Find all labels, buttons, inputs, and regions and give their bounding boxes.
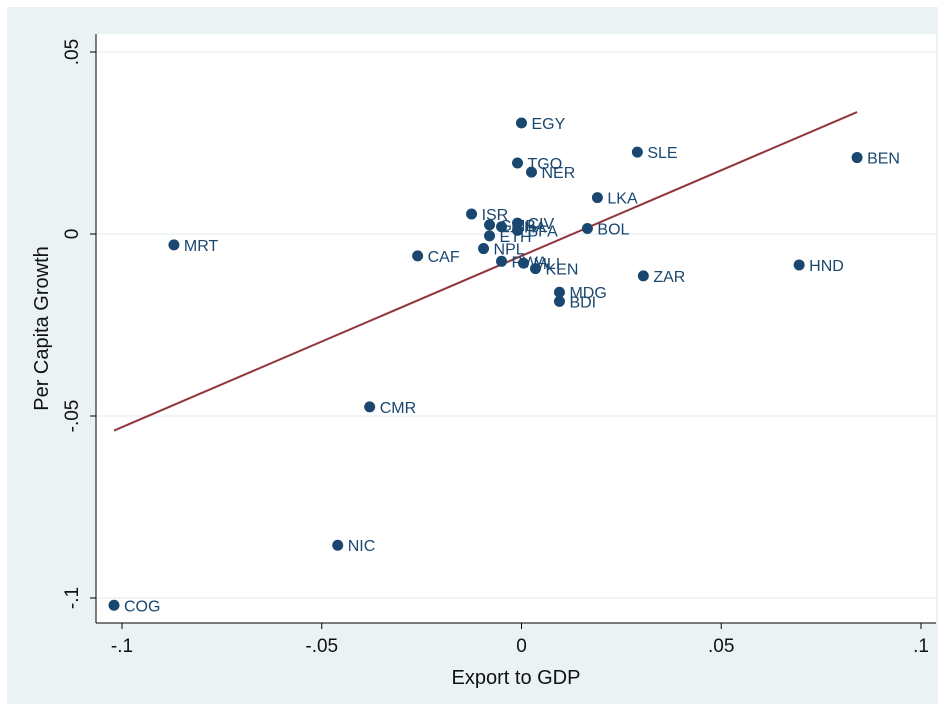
- data-point-label: EGY: [532, 116, 566, 133]
- data-points: COGMRTNICCMRCAFISRNPLETHGMBGHARWAMLICIVB…: [108, 116, 900, 615]
- data-point: [525, 166, 537, 178]
- y-axis-ticks: -.1 -.05 0 .05: [62, 39, 96, 609]
- x-axis-ticks: -.1 -.05 0 .05 .1: [111, 623, 929, 657]
- data-point-label: BDI: [569, 294, 596, 311]
- x-tick-label: .05: [708, 636, 734, 657]
- data-point: [466, 208, 478, 220]
- data-point: [512, 224, 524, 236]
- data-point-label: CAF: [428, 249, 460, 266]
- data-point-label: NPL: [494, 242, 525, 259]
- data-point: [591, 192, 603, 204]
- axes: [95, 34, 936, 624]
- y-tick-label: -.05: [62, 400, 83, 433]
- data-point-label: NER: [541, 165, 575, 182]
- data-point: [496, 255, 508, 267]
- data-point-label: CIV: [528, 216, 555, 233]
- data-point: [332, 539, 344, 551]
- data-point: [412, 250, 424, 262]
- data-point: [496, 221, 508, 233]
- fit-line: [113, 111, 858, 432]
- data-point-label: TGO: [528, 156, 563, 173]
- data-point: [637, 270, 649, 282]
- data-point-label: SLE: [647, 145, 677, 162]
- data-point: [168, 239, 180, 251]
- data-point-label: HND: [809, 258, 844, 275]
- y-tick-label: 0: [62, 229, 83, 240]
- x-tick-label: .1: [913, 636, 929, 657]
- data-point: [484, 219, 496, 231]
- data-point: [512, 157, 524, 169]
- data-point: [478, 243, 490, 255]
- data-point-label: CMR: [380, 400, 416, 417]
- data-point: [553, 286, 565, 298]
- plot-area: [96, 34, 936, 623]
- data-point: [581, 223, 593, 235]
- y-tick-label: .05: [62, 39, 83, 65]
- data-point: [851, 152, 863, 164]
- data-point: [631, 146, 643, 158]
- data-point: [516, 117, 527, 129]
- data-point-label: MRT: [184, 238, 219, 255]
- fit-line-group: [113, 111, 858, 432]
- x-tick-label: 0: [516, 636, 527, 657]
- data-point-label: ZAR: [653, 269, 685, 286]
- data-point: [108, 599, 120, 611]
- x-axis-title: Export to GDP: [452, 667, 581, 689]
- data-point-label: BEN: [867, 151, 900, 168]
- data-point: [553, 295, 565, 307]
- x-tick-label: -.1: [111, 636, 133, 657]
- data-point-label: NIC: [348, 538, 376, 555]
- x-tick-label: -.05: [305, 636, 338, 657]
- y-axis-title: Per Capita Growth: [31, 246, 53, 411]
- data-point-label: LKA: [607, 191, 638, 208]
- data-point-label: BOL: [597, 222, 629, 239]
- data-point-label: KEN: [545, 262, 578, 279]
- data-point: [517, 257, 529, 269]
- data-point: [484, 230, 496, 242]
- data-point: [793, 259, 805, 271]
- data-point-label: MDG: [569, 285, 606, 302]
- data-point-label: BFA: [528, 223, 559, 240]
- data-point: [529, 263, 541, 275]
- data-point-label: ETH: [500, 229, 532, 246]
- data-point-label: COG: [124, 598, 160, 615]
- data-point: [364, 401, 376, 413]
- y-tick-label: -.1: [62, 587, 83, 609]
